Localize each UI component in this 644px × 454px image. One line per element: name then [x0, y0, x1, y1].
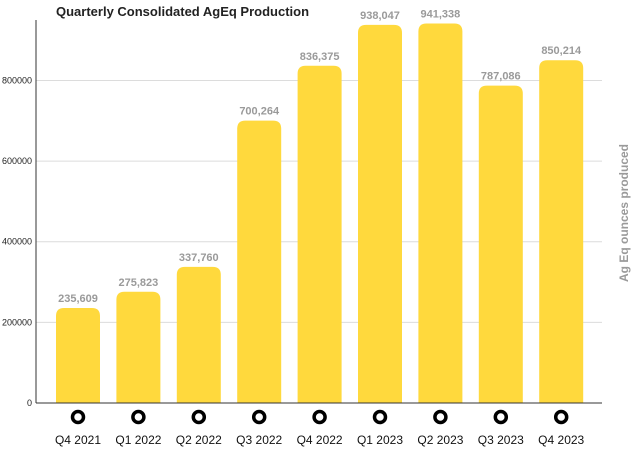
data-label: 850,214 — [541, 45, 582, 57]
x-tick-label: Q2 2022 — [176, 433, 222, 447]
ring-marker-icon — [70, 409, 86, 425]
data-label: 337,760 — [179, 252, 219, 264]
x-tick-label: Q4 2022 — [297, 433, 343, 447]
x-axis-ticks: Q4 2021 Q1 2022 Q2 2022 Q3 2022 Q4 2022 Q1 20… — [55, 433, 585, 447]
y-tick-label: 0 — [27, 398, 32, 408]
chart-title: Quarterly Consolidated AgEq Production — [56, 4, 309, 19]
data-label: 275,823 — [119, 277, 159, 289]
ring-marker-icon — [251, 409, 267, 425]
bar-q1-2022 — [116, 291, 161, 403]
ring-marker-icon — [131, 409, 146, 425]
bar-q3-2022 — [237, 120, 282, 403]
x-tick-label: Q3 2023 — [478, 433, 524, 447]
x-tick-label: Q3 2022 — [236, 433, 282, 447]
ring-marker-icon — [433, 409, 448, 425]
x-tick-label: Q4 2023 — [538, 433, 584, 447]
bars — [56, 23, 584, 404]
y-tick-label: 800000 — [2, 75, 32, 85]
bar-q1-2023 — [358, 24, 402, 404]
y-tick-label: 600000 — [2, 156, 32, 166]
x-tick-label: Q1 2022 — [115, 433, 161, 447]
y-tick-label: 200000 — [2, 317, 32, 327]
bar-q4-2023 — [539, 60, 584, 403]
bar-q4-2021 — [56, 308, 100, 403]
data-label: 836,375 — [300, 51, 340, 63]
x-tick-label: Q2 2023 — [417, 433, 463, 447]
y-axis-ticks: 0 200000 400000 600000 800000 — [2, 75, 32, 408]
y-tick-label: 400000 — [2, 237, 32, 247]
y-axis-label: Ag Eq ounces produced — [617, 144, 631, 282]
x-tick-label: Q1 2023 — [357, 433, 403, 447]
ring-marker-icon — [493, 409, 509, 425]
x-tick-label: Q4 2021 — [55, 433, 101, 447]
bar-q2-2022 — [176, 266, 221, 403]
bar-q4-2022 — [297, 65, 342, 404]
data-label: 700,264 — [239, 106, 280, 118]
bar-q3-2023 — [478, 85, 523, 404]
x-axis-markers — [70, 409, 569, 425]
ring-marker-icon — [312, 409, 327, 425]
data-labels: 235,609 275,823 337,760 700,264 836,375 938,0… — [58, 8, 582, 305]
data-label: 787,086 — [481, 71, 521, 83]
ring-marker-icon — [191, 409, 207, 425]
ring-marker-icon — [372, 409, 388, 425]
bar-q2-2023 — [418, 23, 463, 403]
data-label: 941,338 — [421, 8, 461, 20]
data-label: 938,047 — [360, 10, 400, 22]
ring-marker-icon — [553, 409, 569, 425]
data-label: 235,609 — [58, 293, 98, 305]
